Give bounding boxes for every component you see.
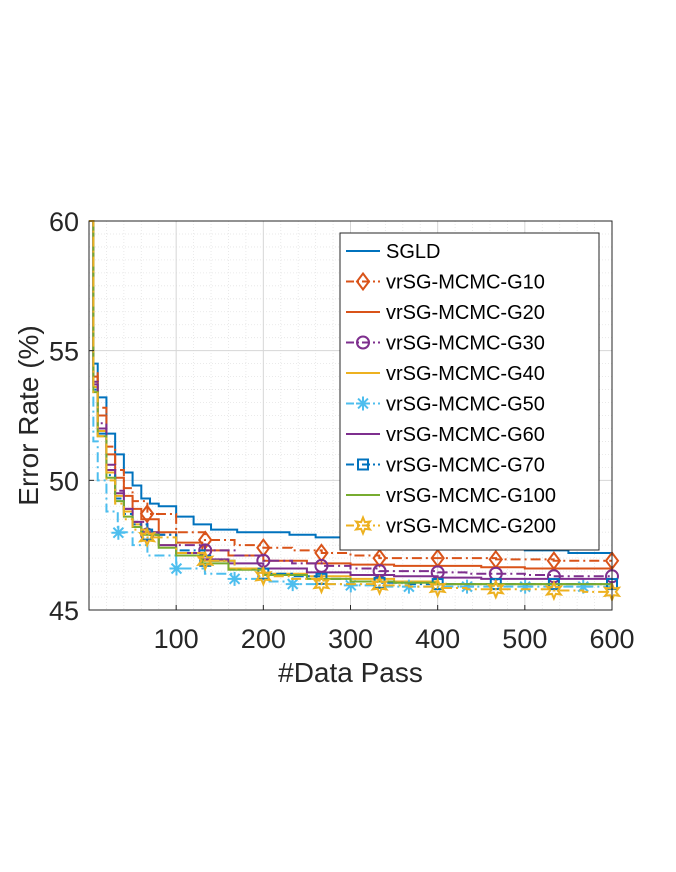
x-tick-label: 300 <box>328 624 373 654</box>
legend: SGLD vrSG-MCMC-G10 vrSG-MCMC-G20 vrSG-MCMC-… <box>339 232 600 551</box>
data-point-vrsg-mcmc-g200 <box>254 565 273 587</box>
legend-marker-vrsg-mcmc-g10 <box>355 271 371 292</box>
tick-layer: 100 200 300 400 500 600 45 50 55 60 <box>49 207 635 654</box>
series-vrsg-mcmc-g20 <box>89 220 612 570</box>
x-axis-label: #Data Pass <box>278 657 423 688</box>
x-tick-label: 400 <box>415 624 460 654</box>
legend-marker-vrsg-mcmc-g50 <box>356 396 370 411</box>
data-point-vrsg-mcmc-g200 <box>486 578 505 600</box>
data-point-vrsg-mcmc-g200 <box>196 550 215 572</box>
data-point-vrsg-mcmc-g50 <box>460 579 475 594</box>
y-tick-label: 45 <box>49 596 79 626</box>
x-tick-label: 600 <box>589 624 634 654</box>
x-tick-label: 200 <box>241 624 286 654</box>
data-point-vrsg-mcmc-g200 <box>370 574 389 596</box>
series-vrsg-mcmc-g50 <box>89 220 612 594</box>
series-line-vrsg-mcmc-g60 <box>89 220 612 580</box>
x-tick-label: 500 <box>502 624 547 654</box>
data-point-vrsg-mcmc-g200 <box>544 579 564 602</box>
legend-marker-vrsg-mcmc-g70 <box>357 458 369 471</box>
data-point-vrsg-mcmc-g50 <box>343 578 358 593</box>
data-point-vrsg-mcmc-g10 <box>139 504 155 524</box>
data-point-vrsg-mcmc-g50 <box>285 577 300 592</box>
series-line-vrsg-mcmc-g20 <box>89 220 612 570</box>
data-point-vrsg-mcmc-g50 <box>227 571 242 586</box>
data-point-vrsg-mcmc-g50 <box>576 579 591 594</box>
legend-label-vrsg-mcmc-g70: vrSG-MCMC-G70 <box>386 455 545 477</box>
legend-label-vrsg-mcmc-g60: vrSG-MCMC-G60 <box>386 424 545 446</box>
legend-label-vrsg-mcmc-g10: vrSG-MCMC-G10 <box>386 272 545 294</box>
legend-label-vrsg-mcmc-g200: vrSG-MCMC-G200 <box>386 516 556 538</box>
series-line-vrsg-mcmc-g50 <box>89 220 612 588</box>
legend-label-vrsg-mcmc-g20: vrSG-MCMC-G20 <box>386 302 545 324</box>
legend-label-vrsg-mcmc-g100: vrSG-MCMC-G100 <box>386 485 556 507</box>
legend-box <box>339 232 600 551</box>
legend-label-sgld: SGLD <box>386 241 440 263</box>
legend-label-vrsg-mcmc-g30: vrSG-MCMC-G30 <box>386 333 545 355</box>
series-vrsg-mcmc-g60 <box>89 220 612 580</box>
legend-label-vrsg-mcmc-g40: vrSG-MCMC-G40 <box>386 363 545 385</box>
data-point-vrsg-mcmc-g200 <box>312 573 331 595</box>
y-tick-label: 60 <box>49 207 79 237</box>
legend-label-vrsg-mcmc-g50: vrSG-MCMC-G50 <box>386 394 545 416</box>
y-tick-label: 55 <box>49 337 79 367</box>
series-layer <box>89 220 622 603</box>
data-point-vrsg-mcmc-g10 <box>314 543 329 563</box>
data-point-vrsg-mcmc-g200 <box>428 577 447 599</box>
x-tick-label: 100 <box>154 624 199 654</box>
series-line-vrsg-mcmc-g10 <box>89 220 612 562</box>
legend-marker-vrsg-mcmc-g200 <box>353 514 373 537</box>
data-point-vrsg-mcmc-g50 <box>111 525 126 540</box>
data-point-vrsg-mcmc-g10 <box>372 548 387 568</box>
y-axis-label: Error Rate (%) <box>13 325 44 505</box>
y-tick-label: 50 <box>49 466 79 496</box>
data-point-vrsg-mcmc-g50 <box>518 579 533 594</box>
data-point-vrsg-mcmc-g50 <box>169 561 184 576</box>
series-vrsg-mcmc-g200 <box>89 220 622 603</box>
data-point-vrsg-mcmc-g200 <box>137 526 157 548</box>
legend-marker-vrsg-mcmc-g30 <box>356 335 370 350</box>
